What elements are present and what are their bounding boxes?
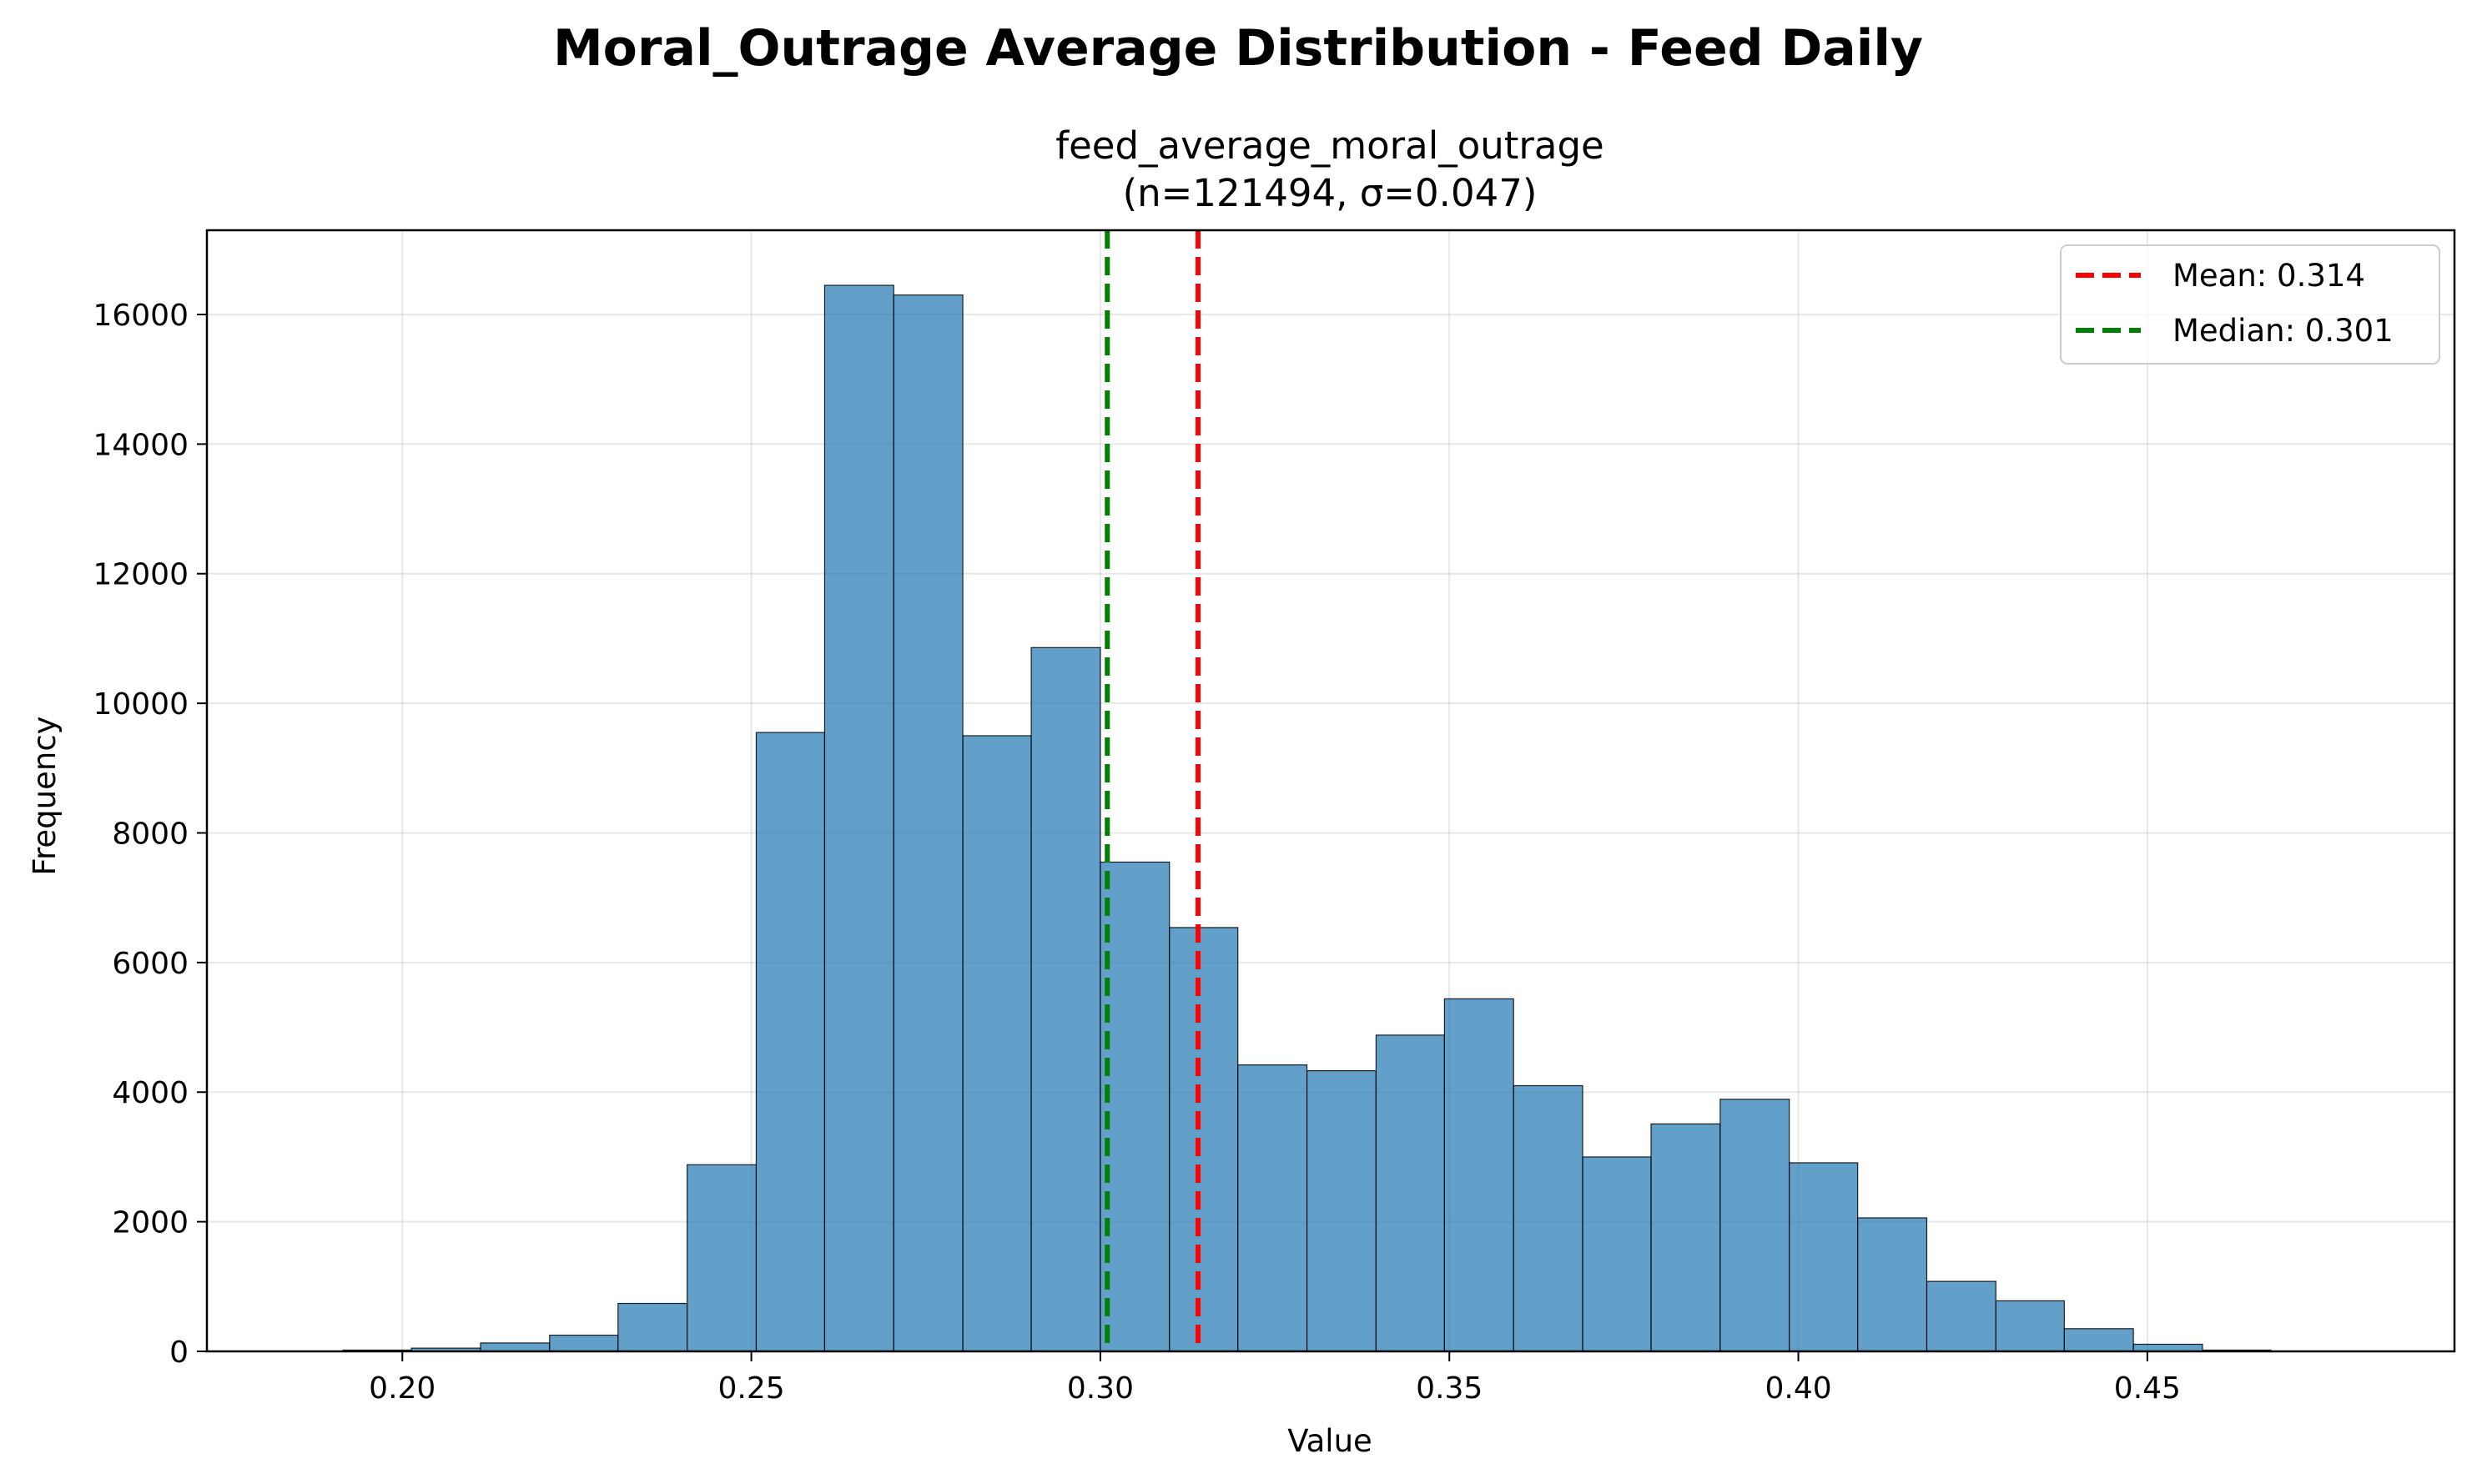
- legend-entry: Mean: 0.314: [2172, 258, 2365, 294]
- legend-box: [2060, 244, 2440, 365]
- y-axis-ticks: 0 2000 4000 6000 8000 10000 12000 14000 16000: [93, 299, 207, 1370]
- y-tick-label: 4000: [112, 1076, 189, 1110]
- histogram-bar: [549, 1334, 619, 1352]
- histogram-bar: [687, 1164, 758, 1352]
- x-tick-label: 0.20: [369, 1371, 435, 1406]
- histogram-bar: [617, 1302, 688, 1352]
- histogram-bar: [1650, 1123, 1721, 1352]
- histogram-bar: [1719, 1099, 1790, 1352]
- histogram-bar: [480, 1342, 551, 1352]
- x-axis-ticks: 0.20 0.25 0.30 0.35 0.40 0.45: [369, 1351, 2181, 1406]
- histogram-bar: [1100, 861, 1171, 1352]
- histogram-bars: [273, 284, 2341, 1352]
- legend-entry: Median: 0.301: [2172, 313, 2394, 349]
- x-tick-label: 0.30: [1067, 1371, 1134, 1406]
- x-tick-label: 0.25: [718, 1371, 785, 1406]
- histogram-bar: [1237, 1064, 1308, 1352]
- reference-lines: [1105, 230, 1201, 1351]
- legend: Mean: 0.314 Median: 0.301: [2060, 244, 2440, 365]
- axes: [205, 229, 2456, 1353]
- histogram-bar: [1926, 1280, 1996, 1352]
- x-tick-label: 0.40: [1765, 1371, 1831, 1406]
- histogram-bar: [755, 732, 826, 1352]
- grid-lines: [207, 230, 2454, 1352]
- y-tick-label: 6000: [112, 947, 189, 981]
- histogram-bar: [1375, 1034, 1445, 1352]
- x-axis-label: Value: [1287, 1423, 1372, 1459]
- histogram-bar: [1030, 646, 1101, 1352]
- chart-title-line1: feed_average_moral_outrage: [1055, 123, 1604, 168]
- x-tick-label: 0.35: [1416, 1371, 1483, 1406]
- histogram-bar: [962, 735, 1032, 1352]
- y-tick-label: 10000: [93, 687, 189, 722]
- plot-frame: [205, 229, 2456, 1353]
- y-tick-label: 12000: [93, 558, 189, 592]
- histogram-bar: [1513, 1084, 1583, 1352]
- y-axis-label: Frequency: [27, 716, 63, 875]
- histogram-bar: [1582, 1156, 1652, 1352]
- histogram-bar: [2063, 1328, 2134, 1352]
- histogram-bar: [1857, 1217, 1928, 1352]
- histogram-bar: [823, 284, 894, 1352]
- x-tick-label: 0.45: [2114, 1371, 2181, 1406]
- histogram-bar: [1169, 927, 1239, 1352]
- figure-title: Moral_Outrage Average Distribution - Fee…: [553, 19, 1923, 78]
- histogram-bar: [1995, 1300, 2065, 1352]
- y-tick-label: 14000: [93, 428, 189, 462]
- histogram-bar: [893, 294, 964, 1352]
- y-tick-label: 8000: [112, 817, 189, 851]
- histogram-bar: [1789, 1162, 1859, 1352]
- y-tick-label: 16000: [93, 299, 189, 333]
- y-tick-label: 2000: [112, 1206, 189, 1240]
- histogram-bar: [1443, 998, 1514, 1352]
- histogram-bar: [2132, 1343, 2203, 1352]
- chart-title-line2: (n=121494, σ=0.047): [1123, 171, 1538, 215]
- histogram-bar: [1306, 1070, 1377, 1352]
- y-tick-label: 0: [169, 1336, 189, 1370]
